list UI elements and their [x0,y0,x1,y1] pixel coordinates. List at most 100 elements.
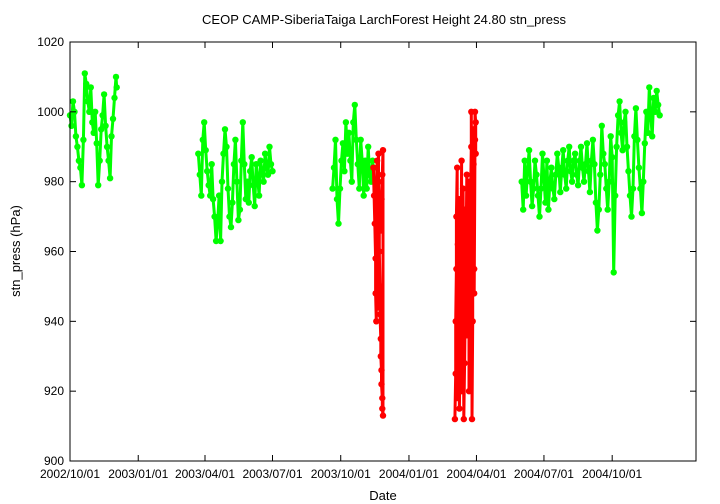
data-point [376,311,384,318]
data-point [453,265,460,273]
data-point [376,248,383,255]
data-point [468,248,476,255]
data-point [522,192,530,199]
data-point [557,188,564,196]
data-point [93,140,100,147]
data-point [643,108,650,116]
data-point [568,178,576,185]
data-point [456,220,464,227]
data-point [105,157,112,164]
data-point [452,318,459,325]
data-point [606,178,613,185]
data-point [77,164,84,171]
data-point [212,237,220,245]
data-point [264,171,272,178]
data-point [459,255,467,262]
data-point [87,84,95,91]
data-point [452,370,459,377]
x-tick-label: 2004/04/01 [446,467,506,481]
data-point [339,140,347,147]
data-point [102,122,109,129]
data-point [81,70,89,77]
data-point [469,213,476,220]
data-point [623,143,631,150]
data-point [96,157,103,164]
data-point [469,318,476,325]
data-point [595,206,602,213]
data-point [257,157,264,164]
data-point [245,199,252,206]
data-point [536,213,543,220]
data-point [542,199,549,206]
data-point [456,346,464,353]
data-point [641,140,648,147]
data-point [457,283,465,290]
data-point [617,129,625,136]
data-point [365,143,372,150]
data-point [226,213,233,220]
data-point [348,178,355,185]
data-point [362,157,369,164]
data-point [208,161,215,168]
data-point [454,164,461,171]
data-point [540,175,548,182]
data-point [261,150,269,157]
y-tick-label: 900 [44,454,64,468]
x-tick-label: 2003/10/01 [311,467,371,481]
data-point [220,150,227,157]
data-point [649,133,656,140]
data-point [374,276,381,283]
data-point [374,304,381,311]
data-point [583,140,591,147]
data-point [468,143,475,150]
data-point [539,150,546,157]
data-point [521,157,528,164]
data-point [622,108,629,116]
data-point [370,192,378,199]
data-point [462,248,470,255]
data-point [650,94,657,102]
data-point [251,202,258,210]
data-point [109,115,117,123]
data-point [626,192,634,199]
data-point [379,405,386,412]
data-point [546,178,554,185]
data-point [458,388,465,395]
data-point [520,206,527,213]
data-point [241,161,248,168]
data-point [204,168,211,175]
data-point [594,227,601,234]
plot-area [66,70,663,423]
data-point [224,185,232,192]
data-point [527,178,534,185]
data-point [199,136,206,143]
data-point [552,171,559,178]
data-point [198,192,205,199]
data-point [468,415,476,423]
data-point [344,150,351,157]
data-point [375,150,382,157]
data-point [454,394,461,402]
data-point [244,178,251,185]
data-point [335,220,342,227]
data-point [603,185,610,192]
data-point [84,98,92,105]
data-point [239,119,246,126]
data-point [462,206,469,213]
x-tick-label: 2002/10/01 [40,467,100,481]
data-point [576,157,583,164]
data-point [68,122,75,129]
data-point [90,129,97,136]
data-point [558,164,565,171]
data-point [525,147,533,154]
data-point [229,199,236,206]
data-point [232,136,239,143]
data-point [371,220,378,227]
data-point [653,87,660,95]
data-point [632,105,640,112]
data-point [629,185,637,192]
data-point [379,147,387,154]
chart-title: CEOP CAMP-SiberiaTaiga LarchForest Heigh… [202,12,566,27]
data-point [263,164,270,171]
